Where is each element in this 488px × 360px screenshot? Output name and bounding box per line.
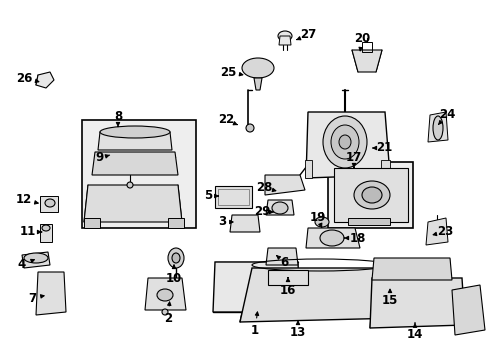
Text: 26: 26 (16, 72, 39, 85)
Polygon shape (305, 112, 389, 178)
Text: 27: 27 (296, 28, 315, 41)
Ellipse shape (24, 253, 48, 263)
Text: 19: 19 (309, 211, 325, 228)
Text: 3: 3 (218, 216, 232, 229)
Polygon shape (92, 152, 178, 175)
Ellipse shape (353, 181, 389, 209)
Ellipse shape (157, 289, 173, 301)
Ellipse shape (42, 225, 50, 231)
Text: 11: 11 (20, 225, 41, 238)
Ellipse shape (100, 126, 170, 138)
Text: 29: 29 (253, 206, 273, 219)
Ellipse shape (127, 182, 133, 188)
Polygon shape (265, 200, 293, 215)
Ellipse shape (361, 187, 381, 203)
Ellipse shape (319, 230, 343, 246)
Ellipse shape (162, 309, 168, 315)
Text: 9: 9 (96, 152, 109, 165)
Polygon shape (347, 218, 389, 225)
Text: 12: 12 (16, 193, 38, 207)
Polygon shape (265, 248, 297, 265)
Polygon shape (215, 186, 251, 208)
Polygon shape (40, 196, 58, 212)
Ellipse shape (323, 116, 366, 168)
Ellipse shape (172, 253, 180, 263)
Polygon shape (40, 224, 52, 242)
Polygon shape (36, 72, 54, 88)
Polygon shape (22, 252, 50, 268)
Polygon shape (351, 50, 381, 72)
Polygon shape (264, 175, 305, 195)
Text: 22: 22 (218, 113, 237, 126)
Text: 18: 18 (344, 231, 366, 244)
Ellipse shape (432, 116, 442, 140)
Bar (218, 189, 248, 205)
Text: 1: 1 (250, 312, 259, 337)
Polygon shape (279, 36, 290, 45)
Polygon shape (380, 160, 389, 178)
Text: 7: 7 (28, 292, 44, 305)
Ellipse shape (168, 248, 183, 268)
Polygon shape (425, 218, 447, 245)
Ellipse shape (330, 125, 358, 159)
Text: 28: 28 (255, 181, 275, 194)
Text: 10: 10 (165, 265, 182, 284)
Polygon shape (371, 258, 451, 280)
Polygon shape (305, 228, 359, 248)
Text: 23: 23 (432, 225, 452, 238)
Text: 14: 14 (406, 323, 422, 342)
Polygon shape (427, 112, 447, 142)
Bar (327, 162, 412, 228)
Ellipse shape (278, 31, 291, 41)
Ellipse shape (314, 217, 328, 227)
Polygon shape (98, 132, 172, 150)
Text: 21: 21 (372, 141, 391, 154)
Text: 24: 24 (438, 108, 454, 125)
Text: 2: 2 (163, 302, 172, 324)
Polygon shape (333, 168, 407, 222)
Text: 13: 13 (289, 321, 305, 339)
Ellipse shape (338, 135, 350, 149)
Text: 4: 4 (18, 258, 34, 271)
Text: 16: 16 (279, 278, 296, 297)
Polygon shape (84, 185, 182, 222)
Polygon shape (145, 278, 185, 310)
Polygon shape (229, 215, 260, 232)
Text: 15: 15 (381, 289, 397, 306)
Text: 20: 20 (353, 31, 369, 51)
Polygon shape (267, 270, 307, 285)
Polygon shape (253, 78, 262, 90)
Ellipse shape (45, 199, 55, 207)
Polygon shape (84, 218, 100, 228)
Text: 6: 6 (276, 256, 287, 269)
Polygon shape (305, 160, 311, 178)
Polygon shape (36, 272, 66, 315)
Text: 8: 8 (114, 111, 122, 126)
Polygon shape (451, 285, 484, 335)
Ellipse shape (271, 202, 287, 214)
Ellipse shape (242, 58, 273, 78)
Bar (82, 120, 196, 228)
Ellipse shape (245, 124, 253, 132)
Polygon shape (240, 268, 399, 322)
Polygon shape (213, 262, 299, 312)
Polygon shape (168, 218, 183, 228)
Polygon shape (369, 278, 464, 328)
Text: 25: 25 (220, 66, 242, 78)
Text: 5: 5 (203, 189, 218, 202)
Text: 17: 17 (345, 152, 362, 167)
